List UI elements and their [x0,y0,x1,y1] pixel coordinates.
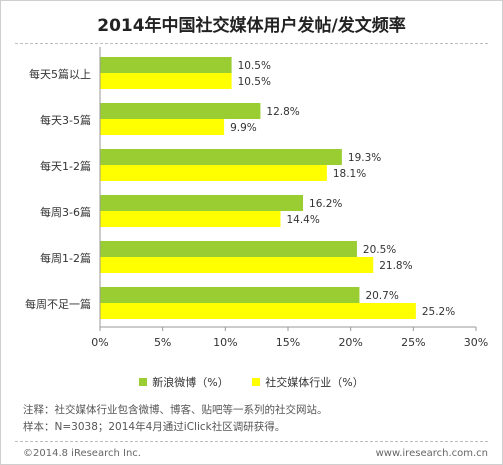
x-tick-label: 20% [338,336,362,349]
data-label-weibo: 20.5% [363,244,396,256]
bar-industry [100,165,327,181]
category-label: 每天1-2篇 [40,159,91,173]
x-tick-label: 15% [276,336,300,349]
bar-industry [100,303,416,319]
bar-chart: 每天5篇以上 10.5% 10.5% 每天3-5篇 12.8% 9.9% 每天1-2篇 19.… [25,47,488,349]
bar-industry [100,211,281,227]
data-label-industry: 10.5% [238,76,271,88]
data-label-industry: 21.8% [379,260,412,272]
category-label: 每周不足一篇 [25,297,91,311]
chart-title: 2014年中国社交媒体用户发帖/发文频率 [97,16,406,36]
title-divider [15,43,488,44]
legend-item-industry: 社交媒体行业（%） [252,374,364,390]
bar-industry [100,257,374,273]
legend-label-weibo: 新浪微博（%） [152,376,229,389]
legend-swatch-industry [252,378,261,386]
data-label-industry: 14.4% [286,214,319,226]
data-label-weibo: 20.7% [365,290,398,302]
note-definition: 注释：社交媒体行业包含微博、博客、贴吧等一系列的社交网站。 [23,404,328,416]
bar-weibo [100,57,232,73]
footer-website: www.iresearch.com.cn [375,448,488,459]
x-tick-label: 30% [464,336,488,349]
legend-label-industry: 社交媒体行业（%） [265,376,364,389]
footer-divider [15,441,488,442]
data-label-industry: 25.2% [422,306,455,318]
bar-industry [100,73,232,89]
data-label-weibo: 19.3% [348,152,381,164]
data-label-weibo: 16.2% [309,198,342,210]
x-tick-label: 0% [91,336,108,349]
bar-weibo [100,241,357,257]
bar-weibo [100,287,360,303]
x-tick-label: 5% [154,336,171,349]
category-label: 每周1-2篇 [40,251,91,265]
data-label-industry: 9.9% [230,122,257,134]
data-label-weibo: 12.8% [266,106,299,118]
legend-swatch-weibo [139,378,148,386]
x-tick-label: 25% [401,336,425,349]
bar-weibo [100,149,342,165]
bar-weibo [100,103,261,119]
bar-weibo [100,195,304,211]
data-label-weibo: 10.5% [238,60,271,72]
legend-item-weibo: 新浪微博（%） [139,374,229,390]
category-label: 每天5篇以上 [29,67,91,81]
x-tick-label: 10% [213,336,237,349]
bar-industry [100,119,225,135]
data-label-industry: 18.1% [333,168,366,180]
category-label: 每天3-5篇 [40,113,91,127]
chart-legend: 新浪微博（%） 社交媒体行业（%） [1,374,502,390]
chart-notes: 注释：社交媒体行业包含微博、博客、贴吧等一系列的社交网站。 样本：N=3038；… [23,402,328,436]
category-label: 每周3-6篇 [40,205,91,219]
note-sample: 样本：N=3038；2014年4月通过iClick社区调研获得。 [23,421,286,433]
footer-copyright: ©2014.8 iResearch Inc. [23,448,141,459]
